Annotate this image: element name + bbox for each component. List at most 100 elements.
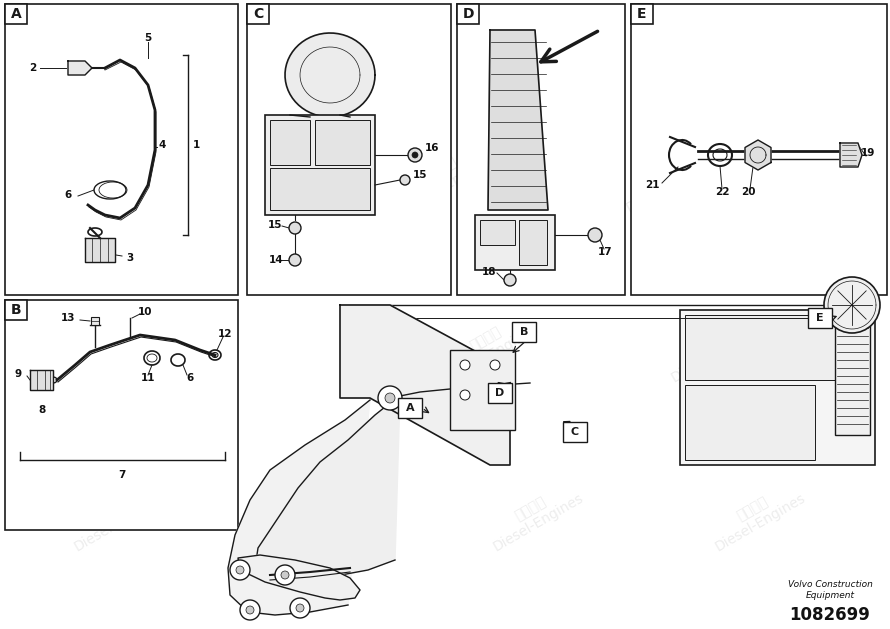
- Bar: [480, 220, 515, 245]
- Polygon shape: [228, 400, 370, 615]
- Text: B: B: [11, 303, 21, 317]
- Bar: [685, 385, 815, 460]
- Bar: [91, 317, 99, 325]
- Text: 柴发动力
Diesel-Engines: 柴发动力 Diesel-Engines: [660, 308, 764, 384]
- Circle shape: [275, 565, 295, 585]
- Bar: [512, 322, 536, 342]
- Bar: [265, 115, 375, 215]
- Polygon shape: [340, 305, 510, 465]
- Text: A: A: [11, 7, 21, 21]
- Bar: [680, 310, 875, 465]
- Text: 14: 14: [269, 255, 283, 265]
- Circle shape: [230, 560, 250, 580]
- Polygon shape: [840, 143, 862, 167]
- Text: 1: 1: [192, 140, 199, 150]
- Text: 柴发动力
Diesel-Engines: 柴发动力 Diesel-Engines: [287, 477, 390, 554]
- Circle shape: [490, 360, 500, 370]
- Circle shape: [246, 606, 254, 614]
- Circle shape: [408, 148, 422, 162]
- Bar: [685, 315, 870, 380]
- Text: 18: 18: [481, 267, 497, 277]
- Circle shape: [588, 228, 602, 242]
- Text: 13: 13: [61, 313, 76, 323]
- Text: D: D: [462, 7, 473, 21]
- Circle shape: [296, 604, 304, 612]
- Bar: [5, 300, 238, 530]
- Bar: [315, 120, 370, 165]
- Text: 柴发动力
Diesel-Engines: 柴发动力 Diesel-Engines: [64, 477, 167, 554]
- Text: 4: 4: [158, 140, 166, 150]
- Circle shape: [460, 390, 470, 400]
- Circle shape: [240, 600, 260, 620]
- Bar: [5, 4, 27, 24]
- Text: 1082699: 1082699: [789, 606, 870, 624]
- Bar: [631, 4, 653, 24]
- Text: 6: 6: [186, 373, 194, 383]
- Text: 柴发动力
Diesel-Engines: 柴发动力 Diesel-Engines: [616, 138, 719, 214]
- Polygon shape: [68, 61, 92, 75]
- Bar: [519, 220, 547, 265]
- Bar: [270, 120, 310, 165]
- Bar: [247, 4, 269, 24]
- Text: 10: 10: [138, 307, 152, 317]
- Polygon shape: [285, 33, 375, 117]
- Text: 8: 8: [38, 405, 45, 415]
- Text: 19: 19: [861, 148, 875, 158]
- Circle shape: [824, 277, 880, 333]
- Text: 柴发动力
Diesel-Engines: 柴发动力 Diesel-Engines: [482, 477, 586, 554]
- Text: 17: 17: [598, 247, 612, 257]
- Polygon shape: [745, 140, 771, 170]
- Text: 15: 15: [268, 220, 282, 230]
- Text: 柴发动力
Diesel-Engines: 柴发动力 Diesel-Engines: [64, 308, 167, 384]
- Circle shape: [385, 393, 395, 403]
- Text: 柴发动力
Diesel-Engines: 柴发动力 Diesel-Engines: [393, 138, 497, 214]
- Bar: [835, 315, 870, 435]
- Circle shape: [504, 274, 516, 286]
- Circle shape: [378, 386, 402, 410]
- Text: 20: 20: [740, 187, 756, 197]
- Text: 柴发动力
Diesel-Engines: 柴发动力 Diesel-Engines: [64, 138, 167, 214]
- Bar: [488, 383, 512, 403]
- Text: C: C: [253, 7, 263, 21]
- Bar: [398, 398, 422, 418]
- Circle shape: [412, 152, 418, 158]
- Polygon shape: [255, 395, 400, 582]
- Circle shape: [281, 571, 289, 579]
- Circle shape: [400, 175, 410, 185]
- Text: 12: 12: [218, 329, 232, 339]
- Text: 柴发动力
Diesel-Engines: 柴发动力 Diesel-Engines: [705, 477, 808, 554]
- Bar: [5, 4, 238, 295]
- Bar: [475, 215, 555, 270]
- Polygon shape: [85, 238, 115, 262]
- Polygon shape: [30, 370, 53, 390]
- Bar: [563, 422, 587, 442]
- Text: 15: 15: [413, 170, 427, 180]
- Bar: [457, 4, 625, 295]
- Text: 6: 6: [64, 190, 71, 200]
- Text: 7: 7: [118, 470, 125, 480]
- Text: 16: 16: [425, 143, 440, 153]
- Text: E: E: [637, 7, 647, 21]
- Bar: [808, 308, 832, 328]
- Polygon shape: [238, 555, 360, 600]
- Text: C: C: [571, 427, 579, 437]
- Text: 9: 9: [14, 369, 21, 379]
- Text: 21: 21: [644, 180, 659, 190]
- Circle shape: [289, 254, 301, 266]
- Circle shape: [236, 566, 244, 574]
- Text: 3: 3: [126, 253, 134, 263]
- Text: B: B: [520, 327, 528, 337]
- Text: 22: 22: [715, 187, 729, 197]
- Bar: [450, 350, 515, 430]
- Text: D: D: [496, 388, 505, 398]
- Text: 11: 11: [141, 373, 155, 383]
- Circle shape: [460, 360, 470, 370]
- Text: Volvo Construction
Equipment: Volvo Construction Equipment: [788, 581, 872, 599]
- Text: E: E: [816, 313, 824, 323]
- Text: 柴发动力
Diesel-Engines: 柴发动力 Diesel-Engines: [438, 308, 541, 384]
- Bar: [457, 4, 479, 24]
- Bar: [270, 168, 370, 210]
- Bar: [247, 4, 451, 295]
- Text: 5: 5: [144, 33, 151, 43]
- Circle shape: [490, 390, 500, 400]
